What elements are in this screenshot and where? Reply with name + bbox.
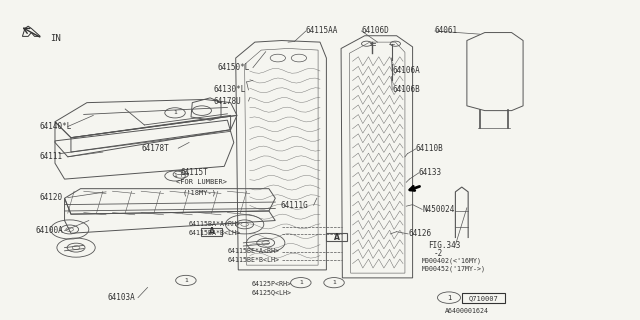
Text: 64061: 64061 [435, 27, 458, 36]
Text: 64133: 64133 [419, 168, 442, 177]
Text: 64100A: 64100A [36, 226, 63, 235]
Text: 64140*L: 64140*L [39, 122, 72, 131]
Text: 64120: 64120 [39, 193, 62, 202]
Text: Q710007: Q710007 [468, 295, 499, 301]
Text: 64106A: 64106A [392, 66, 420, 75]
Text: 64178T: 64178T [141, 144, 169, 153]
Text: 64115BA*B<LH>: 64115BA*B<LH> [189, 230, 241, 236]
Text: 1: 1 [332, 280, 336, 285]
Text: <FOR LUMBER>: <FOR LUMBER> [175, 179, 227, 185]
Text: 64115BA*A<RH>: 64115BA*A<RH> [189, 221, 241, 227]
Text: 64115BE*A<RH>: 64115BE*A<RH> [228, 248, 280, 254]
Text: 1: 1 [173, 173, 177, 179]
Text: 64125Q<LH>: 64125Q<LH> [252, 289, 292, 295]
Text: 64106B: 64106B [392, 85, 420, 94]
Text: 64150*L: 64150*L [218, 63, 250, 72]
Text: IN: IN [51, 35, 61, 44]
Text: A: A [333, 233, 340, 242]
Text: M000452('17MY->): M000452('17MY->) [422, 266, 486, 272]
Text: 64103A: 64103A [108, 293, 135, 302]
Text: 1: 1 [173, 110, 177, 115]
Text: 1: 1 [299, 280, 303, 285]
Text: 64111G: 64111G [280, 201, 308, 210]
Text: 64110B: 64110B [416, 144, 444, 153]
Text: 64125P<RH>: 64125P<RH> [252, 281, 292, 287]
Text: 64178U: 64178U [213, 97, 241, 106]
Text: 64115AA: 64115AA [306, 27, 339, 36]
Text: FIG.343: FIG.343 [429, 241, 461, 250]
Text: A: A [209, 227, 214, 236]
Text: -2: -2 [434, 250, 443, 259]
Text: 64111: 64111 [39, 152, 62, 161]
Text: ('18MY-): ('18MY-) [182, 189, 217, 196]
Text: 1: 1 [184, 278, 188, 283]
Text: 64106D: 64106D [362, 27, 389, 36]
Text: 64130*L: 64130*L [213, 85, 246, 94]
Text: 1: 1 [447, 295, 451, 301]
Text: 64115T: 64115T [180, 168, 209, 177]
Text: A6400001624: A6400001624 [445, 308, 488, 314]
Text: 64126: 64126 [408, 229, 431, 238]
Text: N450024: N450024 [422, 205, 454, 214]
Text: M000402(<'16MY): M000402(<'16MY) [422, 258, 482, 264]
Text: 64115BE*B<LH>: 64115BE*B<LH> [228, 257, 280, 263]
